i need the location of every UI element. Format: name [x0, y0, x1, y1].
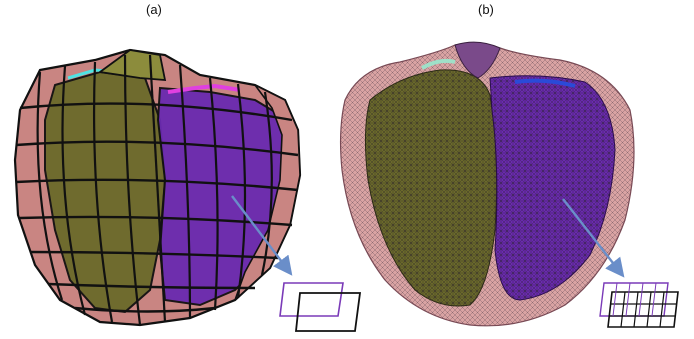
valve-blue-b: [514, 78, 576, 88]
heart-fine-mesh-b: [339, 41, 635, 327]
element-subgrid-purple-b: [612, 282, 657, 317]
zoom-arrow-a: [231, 195, 293, 276]
element-inset-b: [599, 282, 679, 328]
rv-outer-wall-a: [234, 84, 301, 301]
coarse-grid-vertical-a: [36, 54, 273, 326]
element-subgrid-b: [610, 291, 677, 328]
element-outline-black-a: [295, 292, 362, 332]
panel-label-a: (a): [146, 2, 162, 17]
panel-label-b: (b): [478, 2, 494, 17]
apex-top-b: [454, 41, 501, 79]
element-outline-black-b: [607, 291, 679, 328]
zoom-arrow-b: [562, 198, 625, 278]
heart-coarse-mesh-a: [13, 48, 302, 327]
element-outline-purple-a: [279, 282, 344, 317]
element-inset-a: [279, 282, 362, 332]
apex-cone-a: [97, 49, 167, 81]
valve-cyan-b: [421, 58, 456, 70]
